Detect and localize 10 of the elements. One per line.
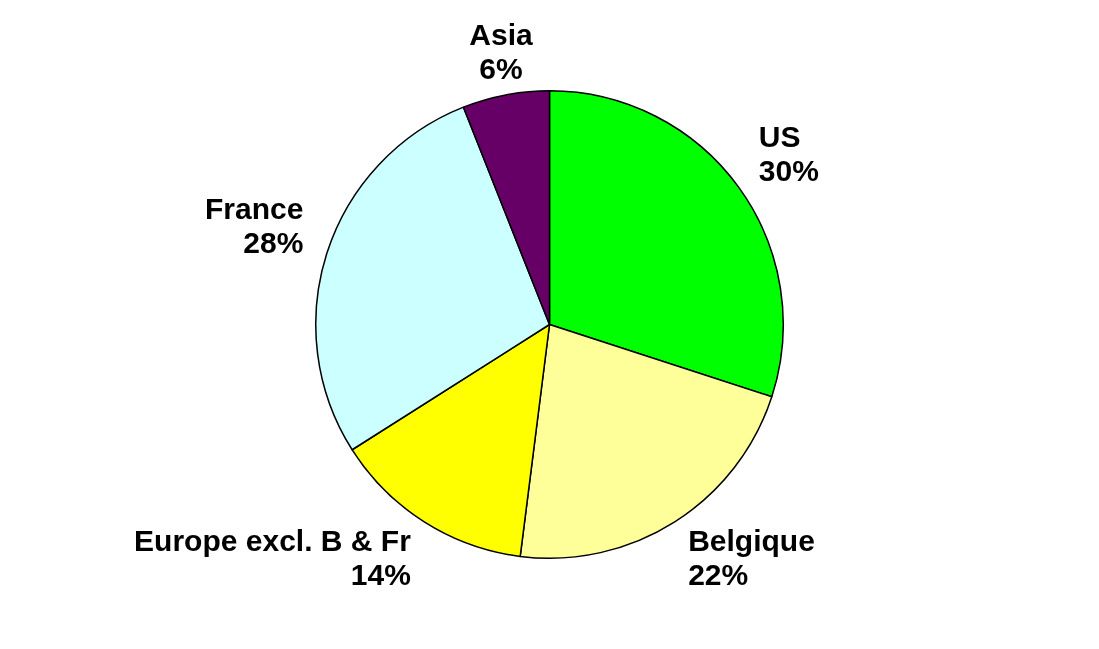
slice-label: US xyxy=(758,119,801,153)
slice-label: Europe excl. B & Fr xyxy=(134,524,412,558)
slice-label: France xyxy=(205,191,304,225)
data-label: 28% xyxy=(243,225,304,259)
data-label: 6% xyxy=(479,51,523,85)
data-label: 22% xyxy=(688,558,749,592)
slice-label: Asia xyxy=(469,17,534,51)
slice-label: Belgique xyxy=(688,524,815,558)
data-label: 14% xyxy=(350,558,411,592)
data-label: 30% xyxy=(758,153,819,187)
